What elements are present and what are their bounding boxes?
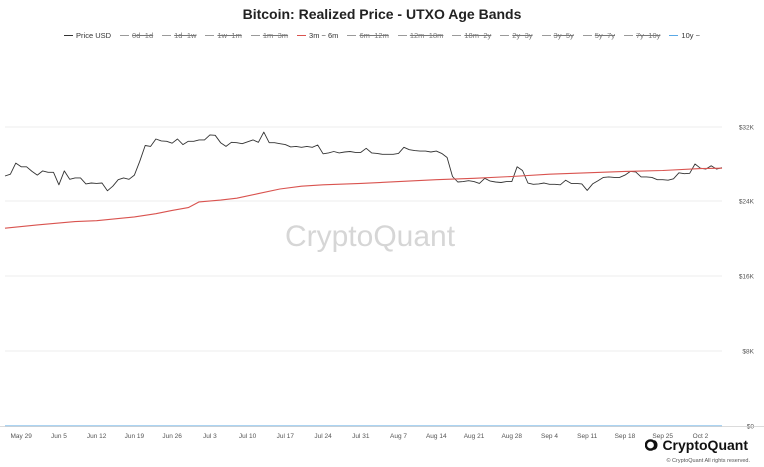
legend-item[interactable]: 12m~18m (397, 31, 444, 40)
x-tick-label: Jun 26 (162, 433, 182, 440)
legend-swatch (205, 35, 215, 36)
x-tick-label: Oct 2 (693, 433, 709, 440)
x-tick-label: Jul 10 (239, 433, 257, 440)
legend-label: 1w~1m (217, 31, 242, 40)
watermark: CryptoQuant (285, 220, 456, 253)
legend-item[interactable]: 10y ~ (669, 31, 700, 40)
x-tick-label: Aug 7 (390, 433, 407, 440)
legend-swatch (250, 35, 260, 36)
legend-label: 10y ~ (681, 31, 700, 40)
cryptoquant-logo-icon (645, 439, 658, 451)
legend-label: 0d~1d (132, 31, 154, 40)
x-axis: May 29 Jun 5 Jun 12 Jun 19 Jun 26 Jul 3 Jul 10… (0, 426, 764, 440)
x-tick-label: Sep 4 (541, 433, 558, 440)
x-tick-label: May 29 (11, 433, 33, 440)
x-tick-label: Aug 14 (426, 433, 447, 440)
y-tick-label: $16K (739, 274, 755, 281)
legend-swatch (500, 35, 510, 36)
legend-label: 2y~3y (512, 31, 533, 40)
y-axis: $32K $24K $16K $8K $0 (739, 125, 755, 431)
legend-item[interactable]: 3y~5y (541, 31, 574, 40)
legend-swatch (120, 35, 130, 36)
legend-swatch (582, 35, 592, 36)
legend-label: 7y~10y (636, 31, 661, 40)
brand-name: CryptoQuant (662, 437, 748, 453)
legend-item[interactable]: 0d~1d (120, 31, 153, 40)
x-tick-label: Aug 21 (464, 433, 485, 440)
x-tick-label: Jun 19 (125, 433, 145, 440)
x-tick-label: Jul 24 (314, 433, 332, 440)
x-tick-label: Jul 31 (352, 433, 370, 440)
legend-item[interactable]: 18m~2y (452, 31, 491, 40)
legend-swatch (347, 35, 357, 36)
legend-item[interactable]: 1m~3m (250, 31, 289, 40)
y-tick-label: $32K (739, 125, 755, 132)
legend-item[interactable]: 3m ~ 6m (297, 31, 338, 40)
legend-label: 3m ~ 6m (309, 31, 339, 40)
legend-item[interactable]: 2y~3y (500, 31, 533, 40)
y-tick-label: $24K (739, 199, 755, 206)
x-tick-label: Jun 12 (87, 433, 107, 440)
legend-item[interactable]: 6m~12m (347, 31, 389, 40)
x-tick-label: Jun 5 (51, 433, 67, 440)
brand-logo: CryptoQuant (645, 437, 748, 453)
x-tick-label: Aug 28 (501, 433, 522, 440)
legend-item[interactable]: 1d~1w (162, 31, 196, 40)
y-tick-label: $0 (747, 424, 755, 431)
chart-title: Bitcoin: Realized Price - UTXO Age Bands (242, 6, 522, 22)
series-line-3m-6m (4, 167, 723, 229)
series-line-price-usd (4, 131, 723, 192)
legend-item[interactable]: 5y~7y (582, 31, 615, 40)
legend-label: 6m~12m (359, 31, 389, 40)
legend-label: 1d~1w (174, 31, 197, 40)
legend-label: 1m~3m (262, 31, 289, 40)
legend-label: 3y~5y (553, 31, 574, 40)
legend-item[interactable]: Price USD (64, 31, 111, 40)
x-tick-label: Sep 25 (652, 433, 673, 440)
legend-item[interactable]: 7y~10y (624, 31, 660, 40)
legend-swatch (297, 35, 307, 36)
x-tick-label: Sep 18 (615, 433, 636, 440)
legend-swatch (541, 35, 551, 36)
x-tick-label: Sep 11 (577, 433, 598, 440)
legend-label: Price USD (76, 31, 112, 40)
y-tick-label: $8K (742, 349, 754, 356)
legend-swatch (669, 35, 679, 36)
legend-label: 12m~18m (409, 31, 444, 40)
copyright-notice: © CryptoQuant All rights reserved. (666, 458, 750, 464)
legend-label: 5y~7y (594, 31, 615, 40)
legend-swatch (452, 35, 462, 36)
legend-label: 18m~2y (464, 31, 492, 40)
legend-item[interactable]: 1w~1m (205, 31, 242, 40)
chart-legend: Price USD 0d~1d 1d~1w 1w~1m 1m~3m 3m ~ 6m 6m~1… (0, 31, 764, 40)
legend-swatch (64, 35, 74, 36)
legend-swatch (624, 35, 633, 36)
series-lines (4, 131, 723, 427)
x-tick-label: Jul 17 (277, 433, 295, 440)
legend-swatch (397, 35, 407, 36)
legend-swatch (162, 35, 172, 36)
x-tick-label: Jul 3 (203, 433, 217, 440)
